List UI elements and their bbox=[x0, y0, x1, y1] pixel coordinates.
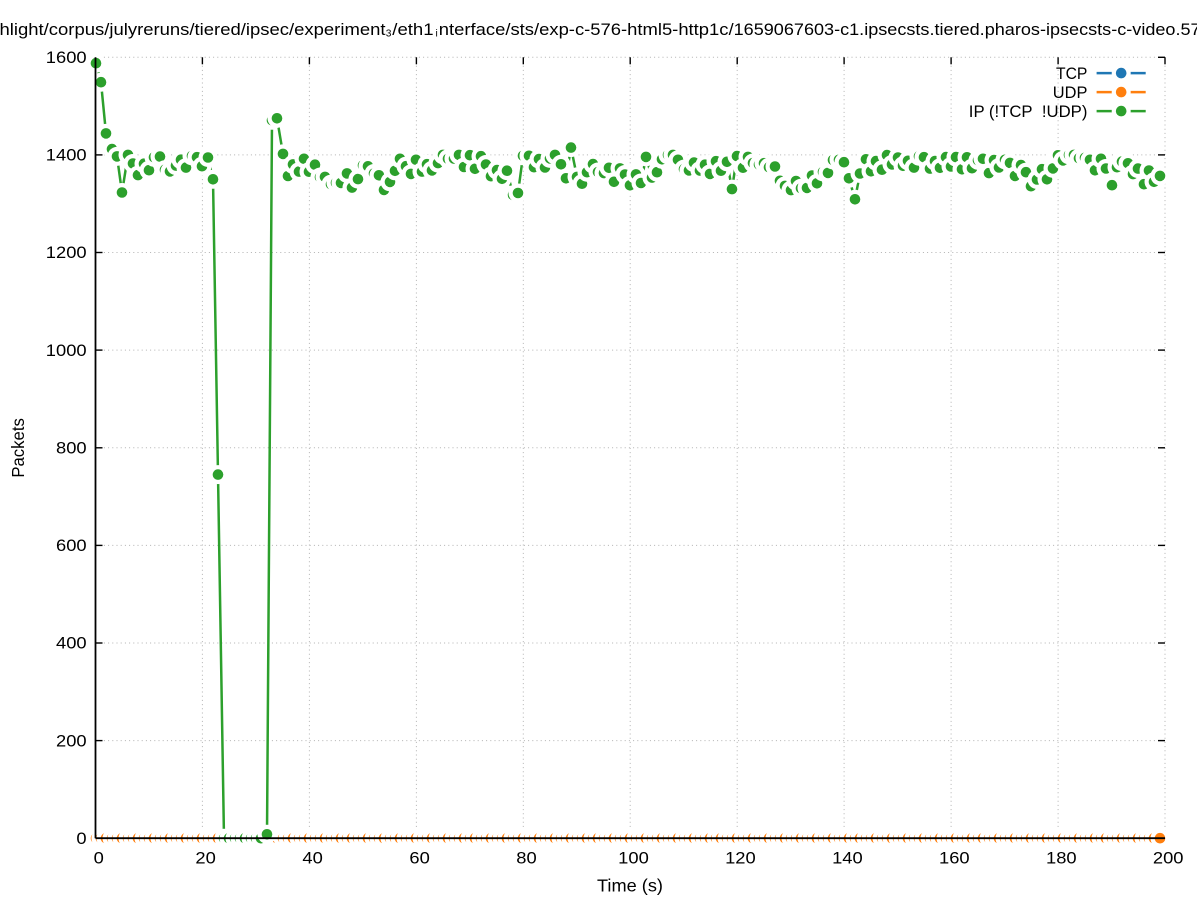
svg-text:80: 80 bbox=[516, 850, 536, 868]
svg-text:100: 100 bbox=[618, 850, 649, 868]
svg-text:1600: 1600 bbox=[46, 49, 87, 67]
svg-text:0: 0 bbox=[76, 830, 86, 848]
svg-text:120: 120 bbox=[725, 850, 756, 868]
svg-text:160: 160 bbox=[939, 850, 970, 868]
svg-text:Time (s): Time (s) bbox=[597, 876, 663, 896]
svg-text:0: 0 bbox=[94, 850, 104, 868]
svg-text:IP (!TCP !UDP): IP (!TCP !UDP) bbox=[969, 103, 1088, 121]
svg-text:/1659067603-c1.ipsecsts.tiered: /1659067603-c1.ipsecsts.tiered.pharos-ip… bbox=[729, 21, 1197, 39]
svg-text:400: 400 bbox=[56, 635, 87, 653]
svg-text:800: 800 bbox=[56, 439, 87, 457]
svg-text:200: 200 bbox=[56, 732, 87, 750]
svg-text:TCP: TCP bbox=[1056, 65, 1087, 83]
svg-text:UDP: UDP bbox=[1053, 84, 1088, 102]
svg-text:20: 20 bbox=[195, 850, 215, 868]
svg-text:1000: 1000 bbox=[46, 342, 87, 360]
svg-text:/eth1: /eth1 bbox=[392, 21, 433, 39]
svg-text:1400: 1400 bbox=[46, 147, 87, 165]
svg-text:1200: 1200 bbox=[46, 244, 87, 262]
svg-text:200: 200 bbox=[1153, 850, 1184, 868]
svg-text:60: 60 bbox=[409, 850, 429, 868]
svg-text:hlight/corpus/julyreruns/tiere: hlight/corpus/julyreruns/tiered/ipsec/ex… bbox=[0, 21, 386, 39]
svg-text:140: 140 bbox=[832, 850, 863, 868]
svg-text:Packets: Packets bbox=[8, 418, 28, 478]
svg-text:180: 180 bbox=[1046, 850, 1077, 868]
svg-text:i: i bbox=[436, 28, 438, 39]
svg-text:40: 40 bbox=[302, 850, 322, 868]
svg-text:600: 600 bbox=[56, 537, 87, 555]
svg-text:nterface/sts/exp-c-576-html5-h: nterface/sts/exp-c-576-html5-http1c bbox=[439, 21, 729, 39]
svg-text:3: 3 bbox=[386, 28, 392, 39]
